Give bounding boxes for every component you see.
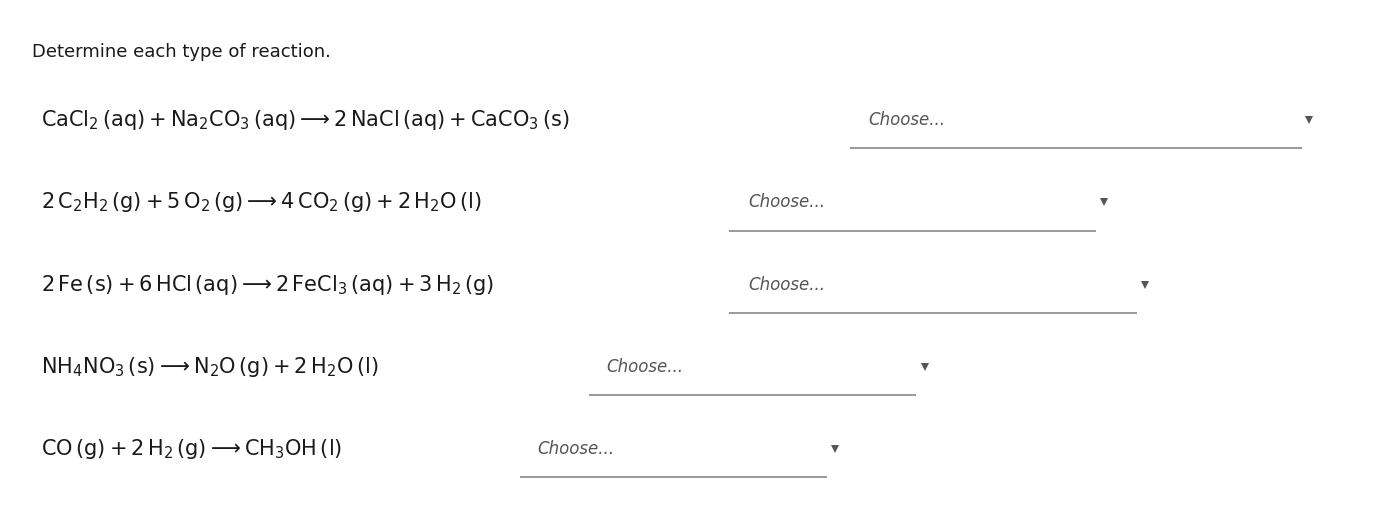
- Text: $\mathrm{CO\,(g) + 2\,H_2\,(g) \longrightarrow CH_3OH\,(l)}$: $\mathrm{CO\,(g) + 2\,H_2\,(g) \longrigh…: [42, 437, 342, 461]
- Text: $\mathrm{2\,C_2H_2\,(g) + 5\,O_2\,(g) \longrightarrow 4\,CO_2\,(g) + 2\,H_2O\,(l: $\mathrm{2\,C_2H_2\,(g) + 5\,O_2\,(g) \l…: [42, 190, 482, 214]
- Text: Choose...: Choose...: [749, 193, 825, 211]
- Text: Choose...: Choose...: [607, 358, 683, 376]
- Text: $\mathrm{NH_4NO_3\,(s) \longrightarrow N_2O\,(g) + 2\,H_2O\,(l)}$: $\mathrm{NH_4NO_3\,(s) \longrightarrow N…: [42, 355, 379, 379]
- Text: Choose...: Choose...: [537, 440, 614, 458]
- Text: Choose...: Choose...: [749, 276, 825, 294]
- Text: $\mathrm{CaCl_2\,(aq) + Na_2CO_3\,(aq) \longrightarrow 2\,NaCl\,(aq) + CaCO_3\,(: $\mathrm{CaCl_2\,(aq) + Na_2CO_3\,(aq) \…: [42, 108, 571, 132]
- Text: Choose...: Choose...: [869, 111, 945, 129]
- Text: Determine each type of reaction.: Determine each type of reaction.: [32, 43, 331, 61]
- Text: $\mathrm{2\,Fe\,(s) + 6\,HCl\,(aq) \longrightarrow 2\,FeCl_3\,(aq) + 3\,H_2\,(g): $\mathrm{2\,Fe\,(s) + 6\,HCl\,(aq) \long…: [42, 272, 494, 297]
